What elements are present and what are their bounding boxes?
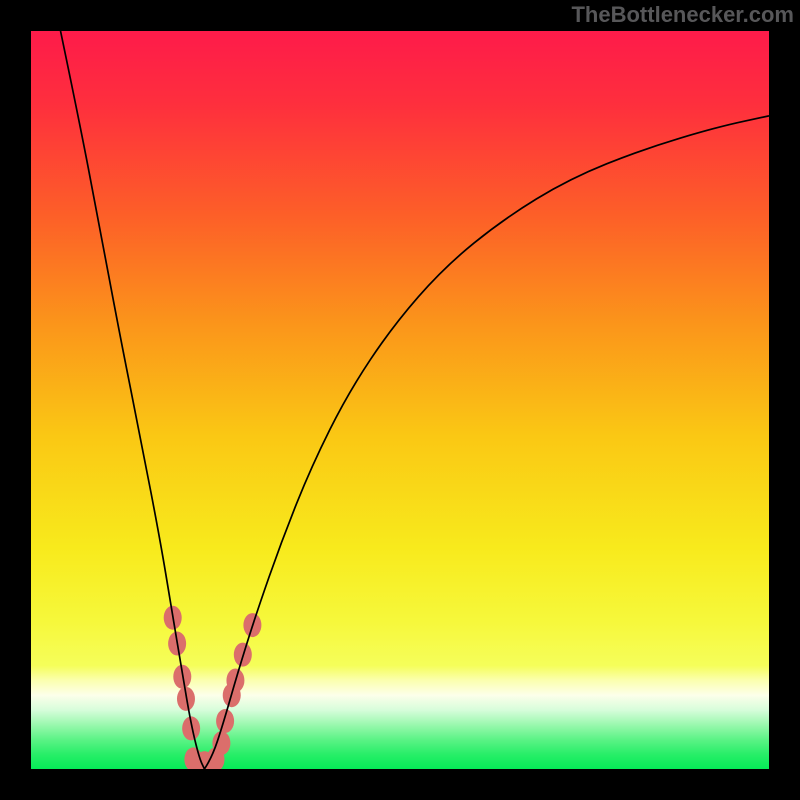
data-marker <box>216 709 234 733</box>
data-marker <box>212 731 230 755</box>
chart-outer-container: TheBottlenecker.com <box>0 0 800 800</box>
bottleneck-chart <box>0 0 800 800</box>
gradient-background <box>31 31 769 769</box>
watermark-text: TheBottlenecker.com <box>571 2 794 28</box>
